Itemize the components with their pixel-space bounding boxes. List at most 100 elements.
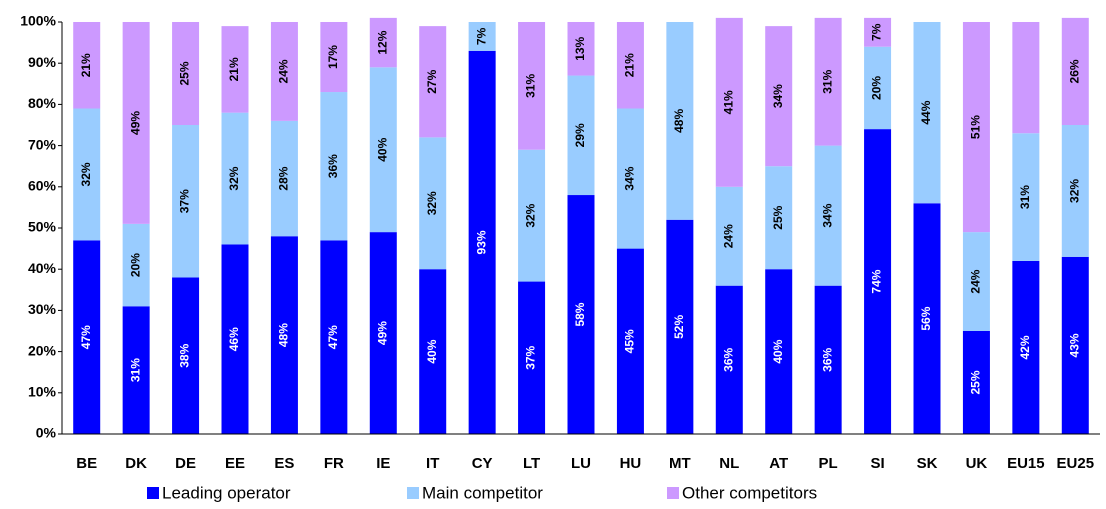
- data-label: 36%: [820, 348, 834, 372]
- bar-segment: [369, 67, 397, 233]
- data-label: 52%: [672, 315, 686, 339]
- data-label: 32%: [79, 162, 93, 186]
- x-tick-label: FR: [324, 455, 344, 472]
- x-tick-label: LU: [571, 455, 591, 472]
- x-tick-label: SK: [917, 455, 938, 472]
- bar-segment: [320, 22, 348, 93]
- data-label: 25%: [771, 205, 785, 229]
- bar-segment: [765, 269, 793, 434]
- bar-segment: [122, 306, 150, 434]
- bar-segment: [221, 244, 249, 434]
- bar-segment: [468, 50, 496, 435]
- data-label: 36%: [721, 348, 735, 372]
- bar-segment: [73, 108, 101, 241]
- y-tick-label: 40%: [28, 260, 57, 276]
- data-label: 42%: [1018, 335, 1032, 359]
- data-label: 34%: [771, 84, 785, 108]
- legend-swatch: [667, 487, 679, 499]
- bar-segment: [666, 219, 694, 434]
- bar-segment: [369, 232, 397, 434]
- data-label: 49%: [375, 321, 389, 345]
- legend-swatch: [147, 487, 159, 499]
- data-label: 17%: [326, 45, 340, 69]
- bar-segment: [270, 22, 298, 121]
- y-tick-label: 70%: [28, 136, 57, 152]
- data-label: 21%: [79, 53, 93, 77]
- x-tick-label: AT: [769, 455, 788, 472]
- bar-segment: [765, 166, 793, 270]
- x-tick-label: DE: [175, 455, 196, 472]
- bar-segment: [864, 129, 892, 434]
- x-tick-label: HU: [620, 455, 642, 472]
- data-label: 32%: [524, 203, 538, 227]
- bar-segment: [73, 22, 101, 109]
- bar-segment: [567, 195, 595, 434]
- y-tick-label: 10%: [28, 384, 57, 400]
- y-tick-label: 30%: [28, 301, 57, 317]
- x-tick-label: NL: [719, 455, 739, 472]
- data-label: 38%: [178, 343, 192, 367]
- x-tick-label: IT: [426, 455, 439, 472]
- data-label: 31%: [128, 358, 142, 382]
- y-tick-label: 60%: [28, 178, 57, 194]
- bar-segment: [320, 92, 348, 241]
- legend-swatch: [407, 487, 419, 499]
- data-label: 51%: [969, 115, 983, 139]
- bar-segment: [666, 22, 694, 220]
- bar-segment: [419, 137, 447, 270]
- x-tick-label: BE: [76, 455, 97, 472]
- data-label: 21%: [623, 53, 637, 77]
- data-label: 20%: [128, 253, 142, 277]
- data-label: 32%: [227, 166, 241, 190]
- bar-segment: [270, 236, 298, 434]
- bar-segment: [1012, 22, 1040, 134]
- bar-segment: [913, 203, 941, 434]
- data-label: 47%: [326, 325, 340, 349]
- bar-segment: [172, 125, 200, 278]
- bar-segment: [715, 285, 743, 434]
- bar-segment: [518, 281, 546, 434]
- bar-segment: [962, 232, 990, 331]
- x-tick-label: EU15: [1007, 455, 1045, 472]
- data-label: 37%: [178, 189, 192, 213]
- data-label: 13%: [573, 36, 587, 60]
- data-label: 24%: [969, 269, 983, 293]
- data-label: 29%: [573, 123, 587, 147]
- data-label: 20%: [870, 76, 884, 100]
- data-label: 47%: [79, 325, 93, 349]
- data-label: 25%: [178, 61, 192, 85]
- bar-segment: [320, 240, 348, 434]
- bar-segment: [814, 145, 842, 286]
- bar-segment: [221, 26, 249, 113]
- data-label: 34%: [623, 166, 637, 190]
- legend-label: Main competitor: [422, 483, 543, 502]
- bar-segment: [122, 22, 150, 224]
- data-label: 24%: [277, 59, 291, 83]
- x-tick-label: EE: [225, 455, 245, 472]
- bar-segment: [270, 120, 298, 237]
- bar-segment: [518, 22, 546, 150]
- bar-segment: [962, 22, 990, 233]
- x-tick-label: EU25: [1057, 455, 1095, 472]
- bar-segment: [962, 331, 990, 434]
- y-tick-label: 80%: [28, 95, 57, 111]
- bar-segment: [814, 285, 842, 434]
- data-label: 21%: [227, 57, 241, 81]
- data-label: 26%: [1067, 59, 1081, 83]
- bar-segment: [73, 240, 101, 434]
- bar-segment: [221, 112, 249, 245]
- data-label: 49%: [128, 111, 142, 135]
- bar-segment: [172, 22, 200, 125]
- bar-segment: [1012, 260, 1040, 434]
- bar-segment: [864, 46, 892, 130]
- x-tick-label: PL: [819, 455, 838, 472]
- data-label: 45%: [623, 329, 637, 353]
- data-label: 31%: [820, 69, 834, 93]
- data-label: 34%: [820, 203, 834, 227]
- bar-segment: [369, 17, 397, 68]
- bar-segment: [1061, 17, 1089, 126]
- x-tick-label: CY: [472, 455, 493, 472]
- data-label: 28%: [277, 166, 291, 190]
- x-tick-label: LT: [523, 455, 540, 472]
